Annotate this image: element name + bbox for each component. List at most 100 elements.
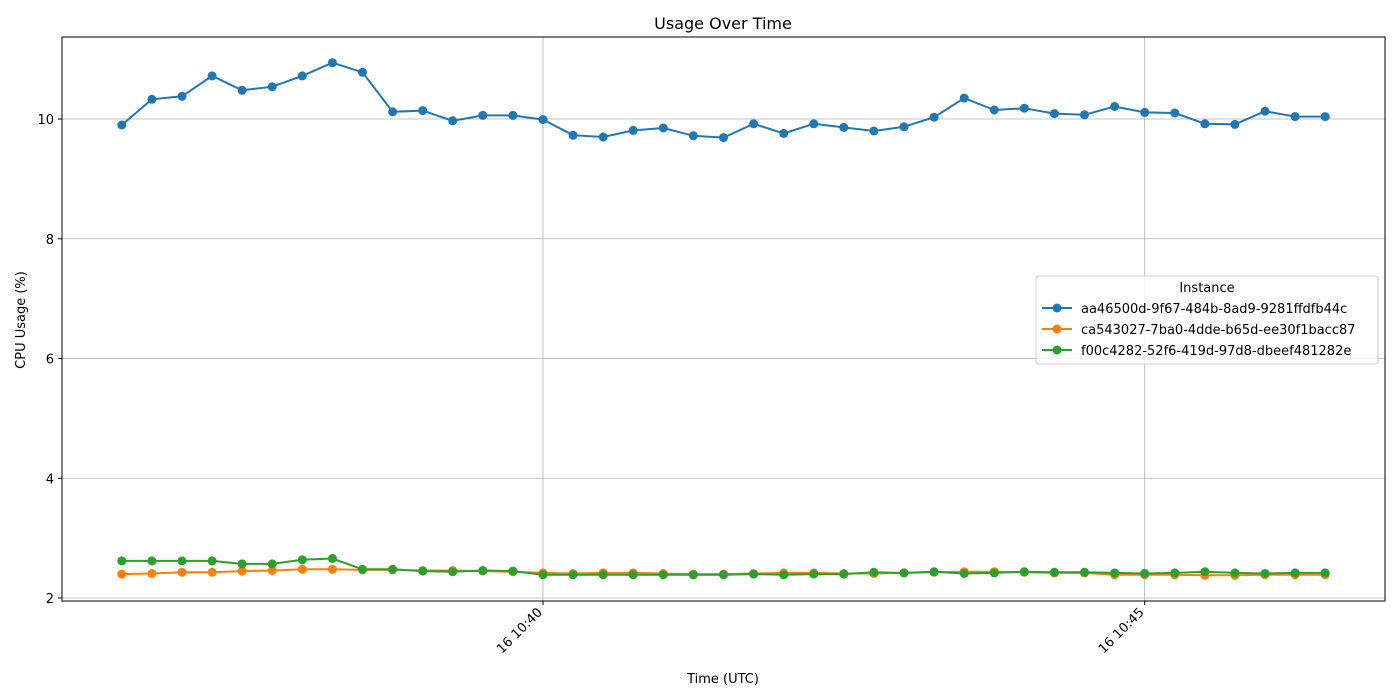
- data-point: [237, 559, 247, 569]
- data-point: [1080, 567, 1089, 577]
- data-point: [779, 570, 789, 580]
- data-point: [297, 555, 307, 565]
- data-point: [448, 567, 458, 577]
- data-point: [1260, 569, 1270, 578]
- data-point: [989, 105, 999, 115]
- y-tick-label: 10: [37, 113, 54, 128]
- data-point: [237, 85, 247, 95]
- data-point: [1260, 106, 1270, 116]
- data-point: [117, 569, 127, 579]
- data-point: [1019, 103, 1029, 113]
- y-tick-label: 2: [46, 592, 54, 607]
- data-point: [388, 107, 398, 117]
- data-point: [899, 122, 909, 132]
- data-point: [327, 554, 337, 563]
- data-point: [207, 567, 217, 577]
- data-point: [207, 71, 217, 81]
- data-point: [1049, 109, 1059, 119]
- series-layer: [117, 58, 1330, 580]
- data-point: [719, 570, 728, 580]
- data-point: [749, 569, 759, 579]
- grid-lines: [62, 37, 1385, 601]
- legend-marker: [1052, 303, 1062, 313]
- data-point: [658, 570, 668, 580]
- data-point: [1170, 568, 1180, 578]
- data-point: [869, 126, 879, 136]
- series-1: [117, 58, 1330, 143]
- data-point: [207, 556, 217, 566]
- data-point: [327, 58, 337, 68]
- data-point: [327, 564, 337, 574]
- data-point: [688, 570, 698, 580]
- data-point: [1080, 110, 1089, 120]
- data-point: [448, 116, 458, 126]
- data-point: [478, 566, 488, 575]
- legend: Instance aa46500d-9f67-484b-8ad9-9281ffd…: [1035, 275, 1379, 365]
- data-point: [1170, 108, 1180, 118]
- data-point: [628, 125, 638, 135]
- data-point: [1110, 102, 1120, 111]
- data-point: [598, 570, 608, 580]
- data-point: [929, 112, 939, 122]
- data-point: [267, 82, 277, 92]
- data-point: [839, 122, 849, 132]
- data-point: [658, 123, 668, 133]
- data-point: [1200, 119, 1210, 129]
- data-point: [568, 570, 578, 580]
- data-point: [508, 110, 518, 120]
- data-point: [267, 559, 277, 569]
- data-point: [1320, 568, 1330, 578]
- data-point: [1140, 107, 1150, 117]
- data-point: [388, 564, 398, 574]
- legend-entry: ca543027-7ba0-4dde-b65d-ee30f1bacc87: [1081, 323, 1356, 338]
- x-axis-label: Time (UTC): [686, 672, 759, 687]
- data-point: [1019, 567, 1029, 577]
- legend-marker: [1052, 345, 1062, 355]
- data-point: [117, 556, 127, 566]
- data-point: [598, 132, 608, 142]
- legend-title: Instance: [1179, 281, 1234, 296]
- data-point: [478, 110, 488, 120]
- data-point: [688, 131, 698, 141]
- chart-title: Usage Over Time: [654, 14, 792, 33]
- data-point: [358, 564, 367, 574]
- y-axis-label: CPU Usage (%): [14, 271, 29, 369]
- y-tick-label: 4: [46, 472, 54, 487]
- data-point: [839, 569, 849, 579]
- data-point: [1320, 112, 1330, 122]
- series-3: [117, 554, 1330, 580]
- data-point: [809, 569, 819, 579]
- plot-area-frame: [61, 36, 1386, 602]
- data-point: [899, 568, 909, 578]
- legend-marker: [1052, 324, 1062, 334]
- data-point: [358, 67, 367, 77]
- data-point: [568, 130, 578, 140]
- data-point: [989, 568, 999, 578]
- data-point: [147, 94, 157, 104]
- data-point: [177, 556, 187, 566]
- data-point: [508, 566, 518, 576]
- data-point: [809, 119, 819, 129]
- data-point: [267, 566, 277, 575]
- x-tick-label: 16 10:45: [1096, 605, 1148, 657]
- data-point: [1140, 569, 1150, 578]
- data-point: [628, 570, 638, 580]
- data-point: [177, 567, 187, 577]
- data-point: [538, 115, 548, 125]
- data-point: [959, 93, 969, 103]
- data-point: [779, 128, 789, 138]
- legend-box: [1035, 275, 1379, 365]
- data-point: [237, 566, 247, 576]
- data-point: [117, 120, 127, 130]
- data-point: [1049, 567, 1059, 577]
- data-point: [147, 556, 157, 566]
- data-point: [719, 133, 728, 143]
- data-point: [929, 567, 939, 577]
- y-tick-label: 8: [46, 233, 54, 248]
- data-point: [538, 570, 548, 580]
- legend-entry: aa46500d-9f67-484b-8ad9-9281ffdfb44c: [1081, 302, 1347, 317]
- data-point: [147, 569, 157, 578]
- data-point: [297, 564, 307, 574]
- data-point: [749, 119, 759, 129]
